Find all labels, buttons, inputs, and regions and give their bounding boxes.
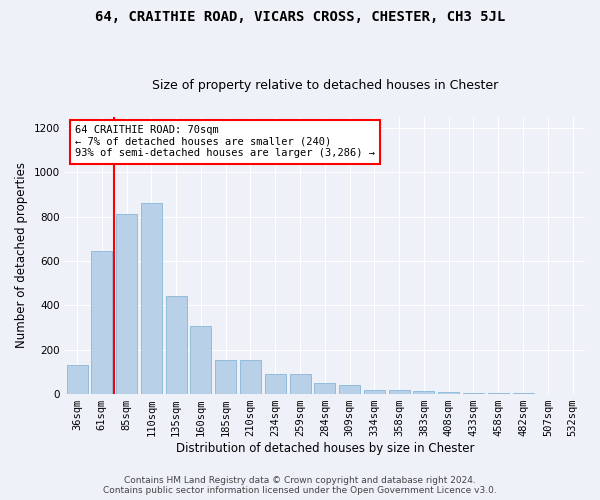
Bar	[389, 390, 410, 394]
Bar	[463, 393, 484, 394]
Bar	[166, 296, 187, 394]
Bar	[91, 251, 112, 394]
X-axis label: Distribution of detached houses by size in Chester: Distribution of detached houses by size …	[176, 442, 474, 455]
Text: Contains HM Land Registry data © Crown copyright and database right 2024.
Contai: Contains HM Land Registry data © Crown c…	[103, 476, 497, 495]
Title: Size of property relative to detached houses in Chester: Size of property relative to detached ho…	[152, 79, 498, 92]
Text: 64 CRAITHIE ROAD: 70sqm
← 7% of detached houses are smaller (240)
93% of semi-de: 64 CRAITHIE ROAD: 70sqm ← 7% of detached…	[75, 125, 375, 158]
Bar	[290, 374, 311, 394]
Bar	[438, 392, 459, 394]
Bar	[413, 391, 434, 394]
Bar	[265, 374, 286, 394]
Bar	[488, 393, 509, 394]
Bar	[364, 390, 385, 394]
Bar	[190, 326, 211, 394]
Bar	[215, 360, 236, 394]
Y-axis label: Number of detached properties: Number of detached properties	[15, 162, 28, 348]
Bar	[141, 204, 162, 394]
Bar	[116, 214, 137, 394]
Text: 64, CRAITHIE ROAD, VICARS CROSS, CHESTER, CH3 5JL: 64, CRAITHIE ROAD, VICARS CROSS, CHESTER…	[95, 10, 505, 24]
Bar	[314, 383, 335, 394]
Bar	[339, 385, 360, 394]
Bar	[240, 360, 261, 394]
Bar	[67, 365, 88, 394]
